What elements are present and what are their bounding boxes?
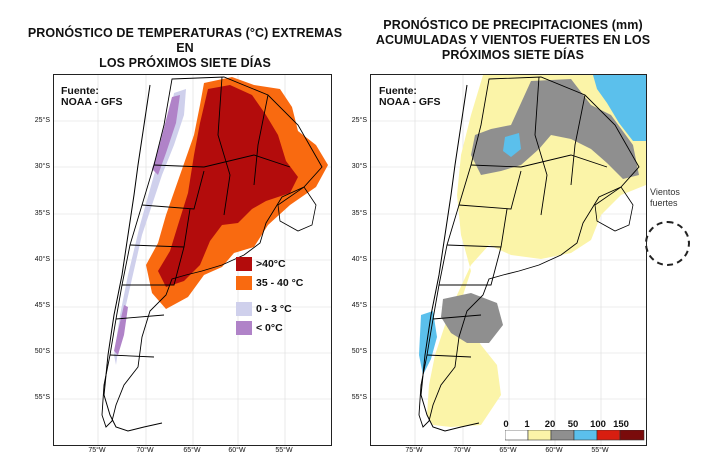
argentina-outline-right [418,76,640,428]
wind-label-line2: fuertes [650,198,678,208]
lat-label: 25°S [34,117,50,124]
lon-label: 75°W [405,447,423,454]
temperature-map [53,74,332,446]
precip-50-100-north [593,75,646,141]
lon-label: 65°W [499,447,517,454]
right-map-title: PRONÓSTICO DE PRECIPITACIONES (mm) ACUMU… [368,18,658,63]
right-title-line3: PRÓXIMOS SIETE DÍAS [441,48,585,62]
legend-swatch-hot-extreme [236,257,252,271]
lat-label: 45°S [351,302,367,309]
lon-label: 65°W [183,447,201,454]
right-title-line1: PRONÓSTICO DE PRECIPITACIONES (mm) [383,18,643,32]
coastline-right [420,84,480,432]
coastline [103,84,163,432]
legend-label-hot: 35 - 40 °C [256,277,304,289]
legend-label-hot-extreme: >40°C [256,258,286,270]
colorbar-tick: 50 [567,419,579,430]
lat-label: 50°S [351,348,367,355]
uruguay-outline [277,186,317,232]
legend-swatch-cold [236,302,252,316]
colorbar-tick: 100 [590,419,606,430]
lat-label: 55°S [351,394,367,401]
uruguay-outline-right [594,186,634,232]
lon-label: 60°W [228,447,246,454]
lat-label: 30°S [34,163,50,170]
precip-20-50-south [441,293,503,343]
legend-swatch-hot [236,276,252,290]
colorbar-tick: 150 [613,419,629,430]
colorbar-segment [550,430,575,441]
precipitation-map-svg [371,75,646,445]
right-source-label: Fuente: [379,85,417,97]
left-source-note: Fuente: NOAA - GFS [61,86,122,108]
left-source-label: Fuente: [61,85,99,97]
strong-winds-symbol [645,221,690,266]
colorbar-segment [527,430,552,441]
colorbar-segment [573,430,598,441]
left-source-value: NOAA - GFS [61,96,123,108]
left-map-title: PRONÓSTICO DE TEMPERATURAS (°C) EXTREMAS… [20,26,350,71]
legend-label-freezing: < 0°C [256,322,283,334]
cold-0-3-area [114,89,186,365]
wind-legend-label: Vientos fuertes [650,187,680,209]
lon-label: 60°W [545,447,563,454]
precip-50-100-center [503,133,521,157]
precipitation-map [370,74,647,446]
right-title-line2: ACUMULADAS Y VIENTOS FUERTES EN LOS [375,33,651,47]
left-title-line2: LOS PRÓXIMOS SIETE DÍAS [99,56,271,70]
lat-label: 55°S [34,394,50,401]
colorbar-tick: 20 [544,419,556,430]
left-title-line1: PRONÓSTICO DE TEMPERATURAS (°C) EXTREMAS… [27,26,343,55]
colorbar-tick: 1 [524,419,530,430]
right-source-value: NOAA - GFS [379,96,441,108]
lat-label: 30°S [351,163,367,170]
colorbar-tick: 0 [503,419,509,430]
wind-label-line1: Vientos [650,187,680,197]
legend-label-cold: 0 - 3 °C [256,303,292,315]
right-source-note: Fuente: NOAA - GFS [379,86,440,108]
lat-label: 35°S [34,210,50,217]
legend-swatch-freezing [236,321,252,335]
colorbar-segment [596,430,621,441]
argentina-outline [101,76,323,428]
lat-label: 45°S [34,302,50,309]
lon-label: 55°W [591,447,609,454]
lon-label: 55°W [275,447,293,454]
cold-below-0-area [114,95,180,355]
precipitation-colorbar [505,430,645,441]
lat-label: 25°S [351,117,367,124]
precip-50-100-south [419,311,437,375]
lon-label: 70°W [453,447,471,454]
lat-label: 50°S [34,348,50,355]
lat-label: 40°S [351,256,367,263]
colorbar-segment [619,430,645,441]
lat-label: 35°S [351,210,367,217]
lon-label: 75°W [88,447,106,454]
lon-label: 70°W [136,447,154,454]
colorbar-segment [505,430,529,441]
temperature-map-svg [54,75,331,445]
lat-label: 40°S [34,256,50,263]
